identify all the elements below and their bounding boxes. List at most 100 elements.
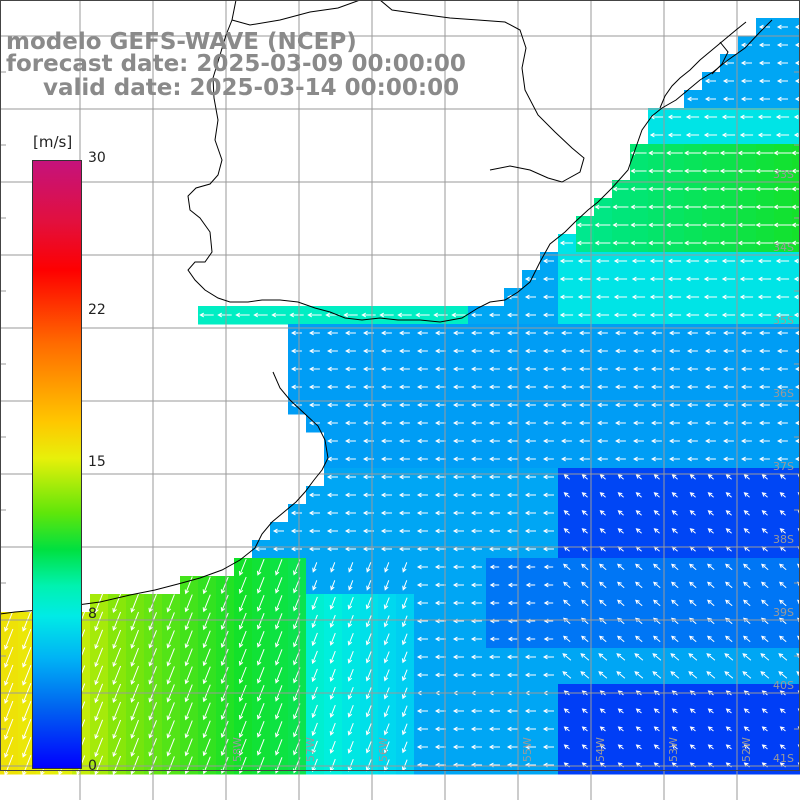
wind-arrow (669, 366, 680, 372)
wind-arrow (743, 708, 750, 714)
wind-arrow (184, 702, 193, 721)
wind-arrow (380, 474, 392, 480)
wind-arrow (290, 528, 302, 534)
wind-cell (792, 468, 800, 487)
wind-arrow (671, 726, 678, 732)
wind-arrow (721, 114, 736, 120)
wind-arrow (417, 420, 428, 426)
wind-arrow (760, 653, 770, 661)
wind-arrow (791, 240, 800, 246)
wind-arrow (741, 366, 752, 372)
wind-arrow (434, 582, 446, 588)
wind-arrow (761, 528, 768, 534)
wind-arrow (757, 294, 772, 300)
wind-arrow (705, 366, 716, 372)
wind-arrow (416, 510, 428, 516)
wind-arrow (651, 348, 662, 354)
wind-arrow (434, 708, 446, 714)
wind-arrow (416, 654, 428, 660)
wind-arrow (775, 258, 790, 264)
wind-arrow (416, 744, 428, 750)
wind-arrow (599, 635, 607, 643)
wind-arrow (725, 726, 732, 732)
wind-arrow (543, 330, 554, 336)
wind-arrow (488, 528, 500, 534)
wind-arrow (617, 617, 625, 625)
wind-arrow (755, 240, 774, 246)
wind-arrow (434, 636, 446, 642)
wind-arrow (704, 78, 716, 84)
wind-arrow (761, 474, 768, 480)
wind-arrow (563, 726, 570, 732)
wind-arrow (434, 510, 446, 516)
wind-arrow (671, 510, 678, 516)
wind-cell (792, 738, 800, 757)
wind-arrow (743, 635, 751, 643)
wind-arrow (703, 312, 718, 318)
wind-arrow (130, 629, 139, 649)
wind-arrow (347, 723, 354, 736)
wind-arrow (166, 738, 175, 757)
wind-arrow (365, 669, 372, 682)
wind-arrow (434, 528, 446, 534)
wind-arrow (348, 562, 354, 573)
wind-arrow (202, 630, 211, 649)
wind-arrow (347, 741, 354, 754)
wind-arrow (417, 330, 428, 336)
wind-arrow (652, 671, 662, 679)
wind-cell (792, 756, 800, 775)
wind-arrow (597, 330, 608, 336)
wind-arrow (366, 562, 372, 573)
wind-arrow (453, 348, 464, 354)
wind-arrow (723, 420, 734, 426)
wind-arrow (488, 510, 500, 516)
wind-arrow (707, 474, 714, 480)
wind-arrow (775, 276, 790, 282)
wind-arrow (112, 647, 122, 667)
wind-arrow (380, 492, 392, 498)
wind-arrow (543, 456, 554, 462)
wind-arrow (701, 240, 719, 246)
wind-arrow (434, 654, 446, 660)
wind-arrow (741, 420, 752, 426)
wind-arrow (542, 528, 554, 534)
wind-arrow (775, 294, 790, 300)
wind-arrow (707, 492, 714, 498)
wind-arrow (689, 563, 697, 571)
wind-arrow (202, 666, 211, 685)
wind-arrow (381, 384, 392, 390)
wind-arrow (489, 438, 500, 444)
wind-arrow (684, 240, 701, 246)
wind-arrow (741, 456, 752, 462)
wind-arrow (775, 114, 790, 120)
wind-arrow (706, 671, 716, 679)
wind-arrow (256, 631, 265, 648)
wind-arrow (701, 186, 719, 192)
wind-arrow (651, 456, 662, 462)
wind-arrow (667, 312, 682, 318)
wind-arrow (598, 671, 608, 679)
wind-arrow (112, 701, 122, 721)
wind-arrow (684, 150, 701, 156)
wind-arrow (347, 651, 354, 664)
wind-arrow (489, 600, 500, 606)
wind-arrow (777, 402, 788, 408)
wind-arrow (561, 348, 572, 354)
wind-arrow (379, 312, 394, 318)
wind-arrow (344, 492, 356, 498)
wind-arrow (416, 636, 428, 642)
wind-arrow (761, 708, 768, 714)
wind-arrow (4, 736, 14, 758)
wind-arrow (631, 258, 646, 264)
wind-arrow (326, 528, 338, 534)
wind-arrow (327, 438, 338, 444)
wind-arrow (345, 330, 356, 336)
wind-arrow (94, 665, 104, 686)
wind-arrow (777, 384, 788, 390)
wind-arrow (130, 611, 139, 631)
colorbar-unit: [m/s] (33, 133, 73, 151)
wind-arrow (4, 754, 14, 776)
wind-arrow (327, 456, 338, 462)
wind-arrow (630, 240, 647, 246)
wind-arrow (94, 647, 104, 668)
